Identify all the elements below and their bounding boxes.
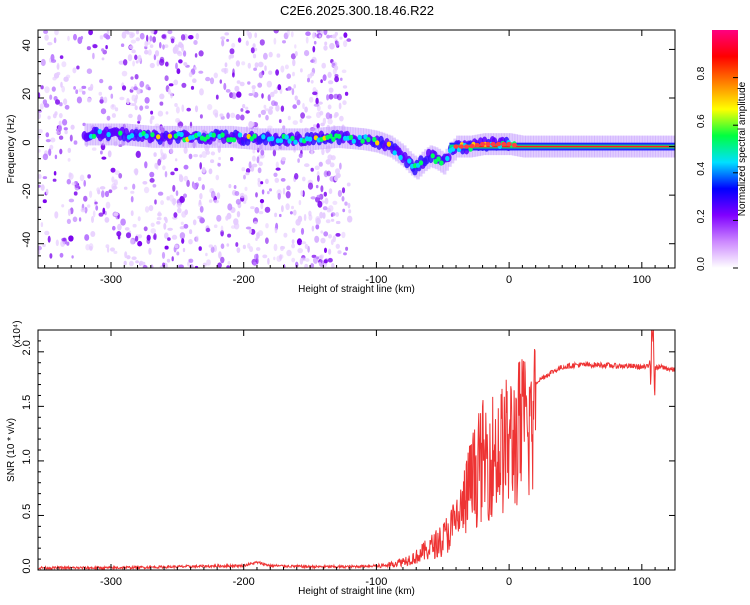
y-tick-label: 1.0	[21, 449, 33, 464]
spectrogram-frame	[37, 29, 676, 269]
y-tick-label: -20	[21, 183, 33, 199]
colorbar-tick-label: 0.6	[696, 114, 707, 128]
colorbar-tick-label: 0.2	[696, 209, 707, 223]
x-axis-label: Height of straight line (km)	[298, 284, 415, 295]
x-tick-label: -100	[365, 576, 387, 588]
y-axis-label: Frequency (Hz)	[6, 115, 17, 184]
snr-series-line	[38, 330, 675, 570]
colorbar-gradient	[712, 30, 738, 268]
spectrogram-plot-area	[38, 30, 675, 268]
x-tick-label: -200	[233, 576, 255, 588]
x-axis-label: Height of straight line (km)	[298, 586, 415, 597]
colorbar-label: Normalized spectral amplitude	[737, 81, 748, 216]
y-tick-label: 40	[21, 39, 33, 51]
y-axis-label: SNR (10 * v/v)	[6, 418, 17, 482]
x-tick-label: -300	[100, 274, 122, 286]
colorbar: 0.0 0.2 0.4 0.6 0.8 Normalized spectral ampli…	[696, 30, 748, 271]
x-tick-label: -300	[100, 576, 122, 588]
y-tick-label: 0.0	[21, 558, 33, 573]
x-tick-label: 0	[506, 274, 512, 286]
y-tick-label: 2.0	[21, 340, 33, 355]
x-tick-label: -200	[233, 274, 255, 286]
y-tick-label: -40	[21, 232, 33, 248]
colorbar-tick-label: 0.8	[696, 66, 707, 80]
colorbar-tick-label: 0.4	[696, 161, 707, 175]
y-tick-label: 0.5	[21, 504, 33, 519]
chart-title: C2E6.2025.300.18.46.R22	[280, 3, 434, 18]
y-multiplier-label: (x10⁴)	[12, 320, 23, 347]
colorbar-tick-label: 0.0	[696, 257, 707, 271]
ridge-peaks	[88, 129, 517, 169]
y-tick-label: 20	[21, 88, 33, 100]
snr-panel: -300 -200 -100 0 100 0.0 0.5 1.0 1.5 2.0 Height of…	[6, 320, 676, 597]
x-tick-label: 100	[633, 576, 651, 588]
x-tick-label: 0	[506, 576, 512, 588]
y-tick-label: 1.5	[21, 395, 33, 410]
x-tick-label: -100	[365, 274, 387, 286]
x-tick-label: 100	[633, 274, 651, 286]
y-tick-label: 0	[21, 140, 33, 146]
